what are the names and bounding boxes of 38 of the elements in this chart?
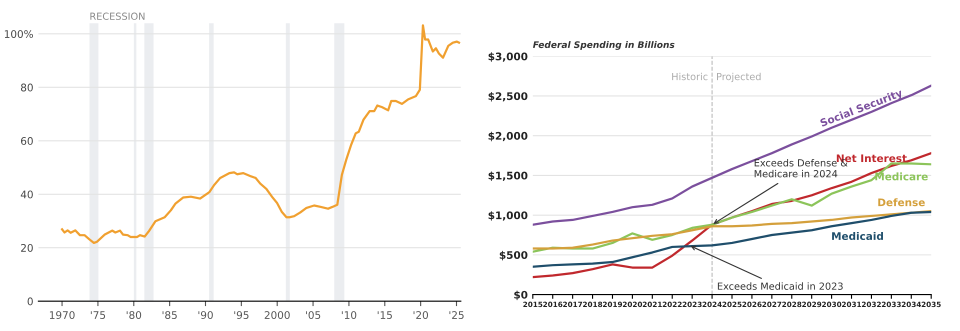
- y-tick-label: 80: [20, 84, 33, 92]
- y-tick-label: $3,000: [488, 52, 528, 62]
- y-tick-label: 40: [20, 190, 33, 198]
- y-tick-label: 60: [21, 137, 33, 145]
- y-tick-label: 20: [21, 244, 33, 252]
- y-tick-label: $1,500: [488, 171, 528, 181]
- x-tick-label: '80: [126, 311, 142, 319]
- x-tick-label: '95: [234, 311, 248, 319]
- y-tick-label: $2,000: [488, 132, 528, 142]
- line-series: [532, 210, 932, 250]
- x-tick-label: '75: [90, 311, 106, 319]
- annotation: Exceeds Medicaid in 2023: [718, 282, 843, 290]
- band-label: RECESSION: [90, 12, 144, 20]
- y-tick-label: $0: [514, 290, 528, 300]
- chart-title: Federal Spending in Billions: [532, 41, 674, 50]
- series-label: Defense: [878, 198, 925, 206]
- x-tick-label: '05: [306, 311, 320, 319]
- y-tick-label: 0: [28, 297, 33, 306]
- line-series: [532, 210, 932, 268]
- x-tick-label: '90: [198, 311, 213, 319]
- x-tick-label: '20: [414, 311, 428, 319]
- y-tick-label: 100%: [4, 30, 33, 38]
- x-tick-label: 2000: [264, 311, 290, 319]
- y-tick-label: $1,000: [488, 211, 528, 221]
- y-tick-label: $2,500: [488, 92, 528, 102]
- x-tick-label: '15: [378, 311, 392, 319]
- x-tick-label: '10: [342, 311, 356, 319]
- x-tick-label: '85: [162, 311, 177, 319]
- x-tick-label: 1970: [50, 311, 75, 319]
- x-tick-label: '25: [449, 311, 464, 319]
- line-series: [532, 152, 932, 278]
- line-series: [532, 84, 932, 226]
- series-label: Medicare: [875, 172, 928, 180]
- series-label: Medicaid: [832, 232, 883, 240]
- y-tick-label: $500: [500, 250, 528, 260]
- annotation: Historic: [672, 72, 708, 80]
- annotation: Projected: [717, 72, 761, 82]
- line-series: [60, 24, 460, 244]
